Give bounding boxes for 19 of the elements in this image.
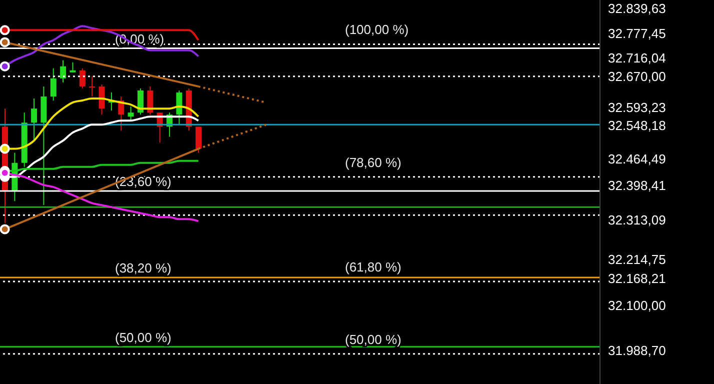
y-tick-label: 32.839,63 xyxy=(608,0,666,16)
annotation: (61,80 %) xyxy=(345,259,402,274)
y-tick-label: 32.670,00 xyxy=(608,69,666,84)
y-tick-label: 32.313,09 xyxy=(608,212,666,228)
annotation: (38,20 %) xyxy=(115,260,172,276)
y-tick-label: 32.777,45 xyxy=(608,26,666,41)
y-tick-label: 32.168,21 xyxy=(608,270,666,286)
y-tick-label: 31.988,70 xyxy=(608,342,666,358)
annotation: (50,00 %) xyxy=(115,330,172,345)
y-tick-label: 32.100,00 xyxy=(608,298,666,314)
y-tick-label: 32.464,49 xyxy=(608,152,666,167)
y-tick-label: 32.716,04 xyxy=(608,50,666,66)
annotation: (78,60 %) xyxy=(345,154,402,170)
y-tick-label: 32.214,75 xyxy=(608,252,666,268)
y-tick-label: 32.398,41 xyxy=(608,178,666,194)
annotation: (100,00 %) xyxy=(345,22,409,38)
y-tick-label: 32.593,23 xyxy=(608,100,666,115)
y-tick-label: 32.548,18 xyxy=(608,118,666,133)
annotation: (50,00 %) xyxy=(345,332,402,347)
